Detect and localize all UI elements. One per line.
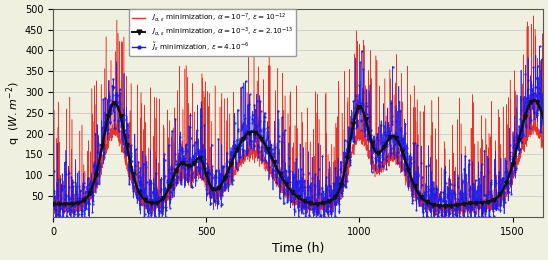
- X-axis label: Time (h): Time (h): [272, 242, 324, 255]
- Legend: $J_{\alpha,\varepsilon}$ minimization, $\alpha = 10^{-7}$, $\varepsilon = 10^{-1: $J_{\alpha,\varepsilon}$ minimization, $…: [129, 9, 296, 56]
- Y-axis label: q  $(W.m^{-2})$: q $(W.m^{-2})$: [5, 81, 24, 145]
